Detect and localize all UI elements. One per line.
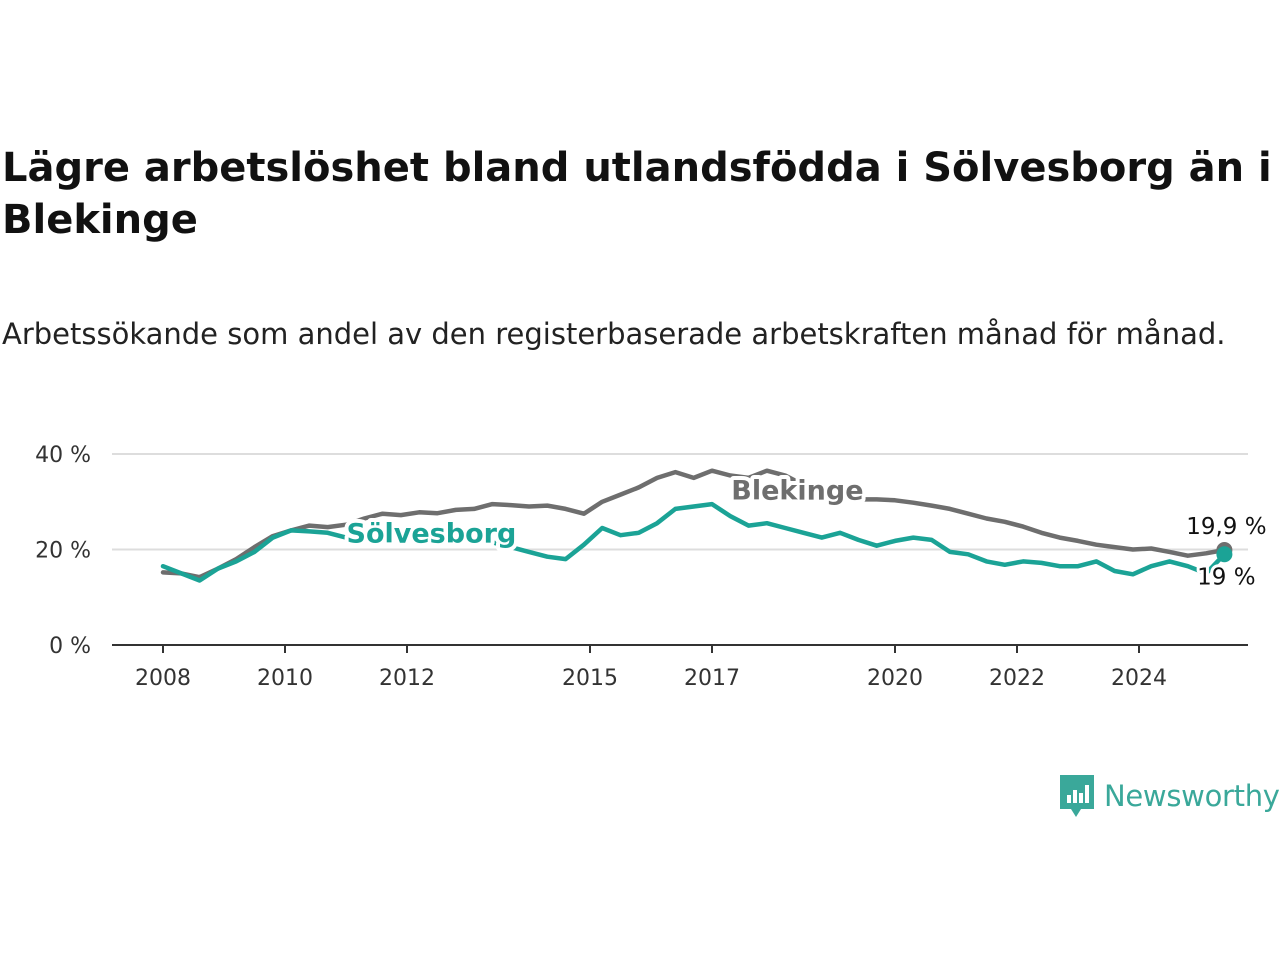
series-end-label: 19 % — [1197, 564, 1255, 590]
line-chart: 0 % 20 % 40 % 2008 2010 2012 2015 2017 2020 2022… — [35, 443, 1270, 691]
x-tick-label: 2008 — [135, 666, 191, 691]
x-tick-label: 2020 — [867, 666, 923, 691]
y-tick-label: 0 % — [49, 634, 91, 659]
x-tick-label: 2024 — [1111, 666, 1167, 691]
x-axis: 2008 2010 2012 2015 2017 2020 2022 2024 — [135, 645, 1167, 691]
newsworthy-logo-icon — [1060, 775, 1094, 817]
series-label: Blekinge — [731, 475, 863, 506]
y-tick-label: 40 % — [35, 443, 91, 468]
newsworthy-brand[interactable]: Newsworthy — [1058, 772, 1280, 820]
brand-name: Newsworthy — [1104, 779, 1280, 813]
series-end-label: 19,9 % — [1186, 514, 1266, 540]
series-labels: Blekinge 19,9 % Sölvesborg 19 % — [343, 471, 1270, 593]
series-lines — [160, 468, 1233, 583]
chart-title: Lägre arbetslöshet bland utlandsfödda i … — [2, 145, 1272, 243]
x-tick-label: 2017 — [684, 666, 740, 691]
y-tick-label: 20 % — [35, 539, 91, 564]
chart-subtitle: Arbetssökande som andel av den registerb… — [2, 317, 1226, 351]
x-tick-label: 2012 — [379, 666, 435, 691]
x-tick-label: 2010 — [257, 666, 313, 691]
gridlines — [112, 453, 1248, 551]
y-axis: 0 % 20 % 40 % — [35, 443, 91, 659]
series-label: Sölvesborg — [347, 518, 517, 549]
x-tick-label: 2022 — [989, 666, 1045, 691]
series-line-0 — [160, 468, 1227, 580]
x-tick-label: 2015 — [562, 666, 618, 691]
series-end-marker — [1216, 546, 1233, 563]
series-line-1 — [160, 501, 1227, 583]
